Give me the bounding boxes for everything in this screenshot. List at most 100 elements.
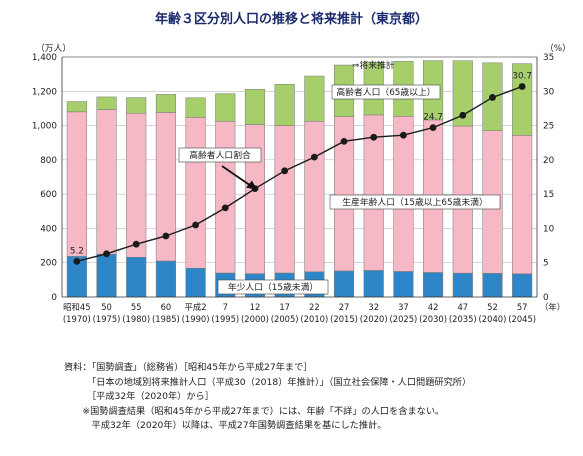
ratio-point	[400, 131, 407, 139]
bar-segment-young	[333, 270, 355, 298]
x-tick-year: (2030)	[419, 314, 447, 324]
left-tick-label: 600	[40, 190, 57, 200]
x-tick-year: (1975)	[93, 314, 121, 324]
bar-segment-elderly	[512, 63, 533, 136]
ratio-point	[518, 83, 526, 90]
chart-title: 年齢３区分別人口の推移と将来推計（東京都）	[154, 12, 428, 27]
callout-working: 生産年齢人口（15歳以上65歳未満）	[342, 196, 488, 208]
callout-elderly: 高齢者人口（65歳以上）	[336, 86, 435, 98]
bar-segment-elderly	[452, 60, 473, 127]
ratio-data-label: 24.7	[423, 113, 443, 123]
callout-arrowhead	[245, 180, 257, 190]
bar-segment-working	[66, 111, 87, 257]
callout-elderly-box	[331, 84, 441, 100]
x-tick-label: 昭和45	[63, 302, 90, 312]
ratio-point	[103, 250, 110, 258]
right-tick-label: 25	[543, 122, 554, 132]
bar-segment-young	[96, 253, 117, 298]
x-tick-label: 平成2	[185, 302, 207, 312]
x-tick-label: 50	[101, 302, 112, 312]
bar-segment-young	[482, 273, 503, 298]
x-tick-label: 22	[309, 302, 320, 312]
ratio-point	[310, 153, 318, 161]
note-line-3: ［平成32年（2020年）から］	[64, 391, 214, 402]
x-tick-year: (2045)	[508, 314, 536, 324]
left-tick-label: 1,200	[32, 87, 58, 97]
right-tick-label: 35	[543, 53, 554, 63]
ratio-point	[459, 111, 467, 119]
ratio-point	[221, 204, 229, 212]
callout-ratio: 高齢者人口割合	[189, 149, 251, 161]
note-line-1: 資料：「国勢調査」（総務省）［昭和45年から平成27年まで］	[64, 362, 313, 373]
bar-segment-young	[126, 256, 147, 298]
x-tick-year: (1980)	[122, 314, 150, 324]
x-tick-year: (2020)	[360, 314, 388, 324]
bar-segment-elderly	[274, 84, 295, 126]
left-tick-label: 1,000	[32, 122, 58, 132]
left-tick-label: 800	[40, 156, 57, 166]
ratio-point	[281, 167, 289, 175]
ratio-point	[370, 133, 378, 141]
x-tick-year: (2035)	[449, 314, 477, 324]
x-tick-label: 7	[223, 302, 228, 312]
bar-segment-young	[423, 272, 444, 298]
bar-segment-working	[244, 124, 266, 274]
note-line-4: ※国勢調査結果（昭和45年から平成27年まで）には、年齢「不詳」の人口を含まない…	[64, 405, 445, 417]
bar-segment-young	[363, 270, 384, 298]
note-line-5: 平成32年（2020年）以降は、平成27年国勢調査結果を基にした推計。	[64, 420, 387, 431]
left-tick-label: 200	[40, 259, 57, 269]
bar-segment-elderly	[155, 94, 176, 113]
x-tick-label: 37	[398, 302, 409, 312]
bar-segment-working	[126, 112, 147, 258]
forecast-label: ⇒将来推計	[352, 59, 395, 71]
x-tick-year: (2010)	[300, 314, 328, 324]
x-tick-year: (1985)	[152, 314, 180, 324]
callout-working-box	[329, 194, 501, 210]
x-tick-label: 60	[161, 302, 172, 312]
x-tick-label: 55	[131, 302, 142, 312]
ratio-data-label: 30.7	[512, 71, 532, 81]
bar-segment-working	[185, 117, 206, 269]
ratio-line	[76, 85, 523, 263]
x-tick-year: (2025)	[389, 314, 417, 324]
right-tick-label: 10	[543, 224, 555, 234]
callout-arrow	[221, 165, 253, 188]
right-tick-label: 0	[543, 293, 549, 303]
x-tick-year: (2015)	[330, 314, 358, 324]
x-tick-year: (1990)	[182, 314, 210, 324]
ratio-point	[429, 124, 437, 132]
right-tick-label: 20	[543, 156, 555, 166]
ratio-point	[489, 94, 496, 101]
bar-segment-working	[512, 135, 533, 275]
bar-segment-elderly	[215, 93, 236, 122]
bar-segment-elderly	[66, 101, 87, 113]
x-tick-label: 52	[487, 302, 498, 312]
callout-ratio-box	[178, 147, 262, 163]
left-tick-label: 400	[40, 224, 57, 234]
x-axis-unit: （年）	[540, 302, 565, 312]
bar-segment-elderly	[304, 75, 325, 122]
x-tick-year: (1995)	[211, 314, 239, 324]
callout-young-box	[217, 279, 329, 295]
bar-segment-working	[304, 121, 325, 273]
bar-segment-elderly	[185, 97, 206, 118]
left-tick-label: 0	[51, 293, 57, 303]
callout-young: 年少人口（15歳未満）	[228, 281, 318, 293]
x-tick-label: 17	[279, 302, 290, 312]
bar-segment-young	[452, 272, 473, 298]
x-tick-label: 32	[368, 302, 379, 312]
note-line-2: 「日本の地域別将来推計人口（平成30（2018）年推計）」（国立社会保障・人口問…	[64, 376, 472, 388]
ratio-point	[192, 221, 199, 229]
bar-segment-young	[155, 260, 176, 298]
ratio-data-label: 5.2	[70, 246, 84, 256]
bar-segment-young	[185, 267, 206, 298]
bar-segment-working	[393, 116, 414, 272]
right-axis-unit: （%）	[545, 43, 571, 54]
x-tick-label: 27	[339, 302, 350, 312]
bar-segment-elderly	[96, 96, 117, 110]
bar-segment-working	[96, 109, 117, 255]
bar-segment-working	[274, 125, 295, 274]
bar-segment-working	[215, 121, 236, 274]
bar-segment-elderly	[126, 97, 147, 114]
